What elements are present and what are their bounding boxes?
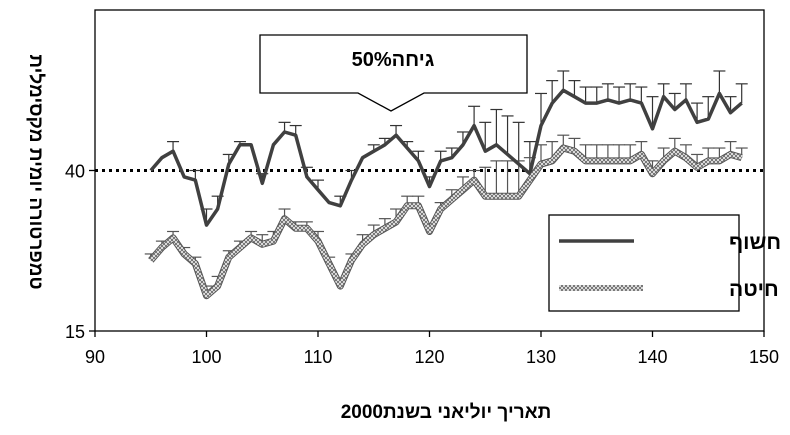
error-bar-exposed [679,83,692,100]
x-axis-title: תאריך יוליאני בשנת2000 [341,402,552,423]
error-bar-exposed [535,92,547,126]
legend-box [548,214,740,312]
x-tick-label: 90 [85,347,105,367]
x-tick-label: 150 [749,347,779,367]
error-bar-wheat [490,160,503,197]
error-bar-exposed [624,83,637,100]
legend: חשוף חיטה [548,214,781,312]
legend-label-wheat: חיטה [729,278,779,301]
series-line-wheat [148,145,743,299]
x-tick-label: 100 [191,347,221,367]
error-bar-exposed [568,80,581,97]
y-tick-label: 40 [65,162,85,182]
error-bar-exposed [468,105,481,126]
legend-label-exposed: חשוף [729,231,781,254]
error-bar-exposed [657,83,670,97]
error-bar-exposed [635,86,648,104]
series-line-exposed [149,88,743,227]
error-bar-exposed [546,80,559,104]
error-bar-exposed [479,121,492,152]
y-axis-title: טמפרטורה יומית מקסימלית [25,54,46,289]
error-bar-exposed [713,70,726,94]
error-bar-exposed [613,86,626,104]
x-tick-label: 110 [304,347,333,367]
error-bar-exposed [557,70,570,91]
error-bar-exposed [512,121,525,165]
x-tick-label: 130 [526,347,556,367]
error-bar-exposed [579,86,592,104]
error-bar-wheat [501,160,514,197]
x-tick-label: 140 [637,347,667,367]
error-bar-exposed [735,83,748,104]
error-bar-exposed [501,115,514,155]
error-bar-exposed [646,96,659,129]
y-tick-label: 15 [65,322,85,342]
annotation-callout: 50%גיחה [259,34,528,112]
error-bar-exposed [601,83,614,100]
x-tick-label: 120 [414,347,444,367]
error-bar-exposed [490,108,503,145]
callout-shape [259,34,528,112]
annotation-text: 50%גיחה [352,49,435,71]
plot-area: 90 100 110 120 130 140 150 15 40 [65,9,779,367]
error-bar-exposed [668,92,681,110]
error-bar-exposed [590,86,603,104]
legend-swatch-wheat [559,285,643,291]
